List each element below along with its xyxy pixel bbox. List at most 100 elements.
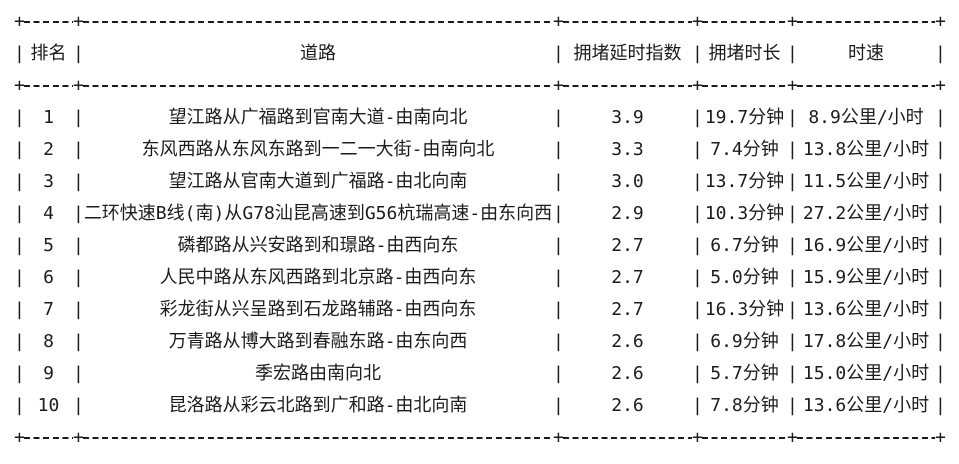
- duration-cell: 5.7分钟: [710, 363, 779, 384]
- pipe-separator: |: [787, 235, 798, 256]
- pipe-separator: |: [553, 171, 564, 192]
- delay-index-cell: 2.6: [611, 363, 644, 384]
- pipe-separator: |: [692, 43, 703, 64]
- dashed-rule: [24, 422, 73, 454]
- pipe-separator: |: [14, 299, 25, 320]
- pipe-separator: |: [14, 331, 25, 352]
- pipe-separator: |: [935, 43, 946, 64]
- delay-index-cell: 3.9: [611, 107, 644, 128]
- pipe-separator: |: [935, 235, 946, 256]
- pipe-separator: |: [73, 331, 84, 352]
- pipe-separator: |: [692, 203, 703, 224]
- pipe-separator: |: [73, 203, 84, 224]
- duration-cell: 16.3分钟: [704, 299, 785, 320]
- pipe-separator: |: [73, 43, 84, 64]
- pipe-separator: |: [787, 299, 798, 320]
- pipe-separator: |: [73, 171, 84, 192]
- table-row: | 1 | 望江路从广福路到官南大道-由南向北 | 3.9 | 19.7分钟 | 8.9公里/小时…: [14, 102, 946, 134]
- pipe-separator: |: [73, 107, 84, 128]
- header-rank: 排名: [30, 43, 67, 64]
- pipe-separator: |: [935, 395, 946, 416]
- speed-cell: 15.0公里/小时: [802, 363, 930, 384]
- table-row: | 4 | 二环快速B线(南)从G78汕昆高速到G56杭瑞高速-由东向西 | 2.9 | 10…: [14, 198, 946, 230]
- table-header-row: | 排名 | 道路 | 拥堵延时指数 | 拥堵时长 | 时速 |: [14, 38, 946, 70]
- pipe-separator: |: [14, 203, 25, 224]
- duration-cell: 6.9分钟: [710, 331, 779, 352]
- delay-index-cell: 2.7: [611, 235, 644, 256]
- speed-cell: 13.6公里/小时: [802, 395, 930, 416]
- rank-cell: 7: [43, 299, 54, 320]
- plus-joint: +: [14, 75, 25, 96]
- speed-cell: 17.8公里/小时: [802, 331, 930, 352]
- pipe-separator: |: [787, 107, 798, 128]
- dashed-rule: [24, 70, 73, 102]
- duration-cell: 5.0分钟: [710, 267, 779, 288]
- speed-cell: 13.8公里/小时: [802, 139, 930, 160]
- table-header-separator: + + + + + +: [14, 70, 946, 102]
- dashed-rule: [702, 422, 787, 454]
- plus-joint: +: [553, 427, 564, 448]
- road-cell: 望江路从广福路到官南大道-由南向北: [168, 107, 468, 128]
- delay-index-cell: 3.0: [611, 171, 644, 192]
- pipe-separator: |: [787, 43, 798, 64]
- pipe-separator: |: [73, 299, 84, 320]
- road-cell: 磷都路从兴安路到和璟路-由西向东: [177, 235, 459, 256]
- pipe-separator: |: [787, 395, 798, 416]
- road-cell: 万青路从博大路到春融东路-由东向西: [168, 331, 468, 352]
- pipe-separator: |: [935, 203, 946, 224]
- pipe-separator: |: [935, 299, 946, 320]
- pipe-separator: |: [787, 139, 798, 160]
- pipe-separator: |: [787, 267, 798, 288]
- speed-cell: 8.9公里/小时: [808, 107, 924, 128]
- duration-cell: 7.4分钟: [710, 139, 779, 160]
- pipe-separator: |: [553, 331, 564, 352]
- plus-joint: +: [73, 427, 84, 448]
- pipe-separator: |: [73, 267, 84, 288]
- table-row: | 8 | 万青路从博大路到春融东路-由东向西 | 2.6 | 6.9分钟 | 17.8公里/小时…: [14, 326, 946, 358]
- road-cell: 人民中路从东风西路到北京路-由西向东: [159, 267, 477, 288]
- plus-joint: +: [692, 427, 703, 448]
- plus-joint: +: [73, 11, 84, 32]
- rank-cell: 6: [43, 267, 54, 288]
- table-border-bottom: + + + + + +: [14, 422, 946, 454]
- dashed-rule: [563, 6, 692, 38]
- header-duration: 拥堵时长: [708, 43, 781, 64]
- speed-cell: 16.9公里/小时: [802, 235, 930, 256]
- dashed-rule: [83, 6, 553, 38]
- plus-joint: +: [553, 11, 564, 32]
- pipe-separator: |: [935, 171, 946, 192]
- speed-cell: 15.9公里/小时: [802, 267, 930, 288]
- duration-cell: 7.8分钟: [710, 395, 779, 416]
- dashed-rule: [24, 6, 73, 38]
- dashed-rule: [702, 6, 787, 38]
- plus-joint: +: [787, 75, 798, 96]
- pipe-separator: |: [692, 363, 703, 384]
- pipe-separator: |: [935, 139, 946, 160]
- pipe-separator: |: [787, 363, 798, 384]
- header-delay-index: 拥堵延时指数: [573, 43, 682, 64]
- speed-cell: 11.5公里/小时: [802, 171, 930, 192]
- delay-index-cell: 2.7: [611, 299, 644, 320]
- pipe-separator: |: [73, 363, 84, 384]
- duration-cell: 13.7分钟: [704, 171, 785, 192]
- delay-index-cell: 2.7: [611, 267, 644, 288]
- plus-joint: +: [935, 75, 946, 96]
- pipe-separator: |: [14, 363, 25, 384]
- delay-index-cell: 2.6: [611, 395, 644, 416]
- dashed-rule: [83, 70, 553, 102]
- header-speed: 时速: [848, 43, 884, 64]
- pipe-separator: |: [692, 171, 703, 192]
- table-row: | 6 | 人民中路从东风西路到北京路-由西向东 | 2.7 | 5.0分钟 | 15.9公里/小…: [14, 262, 946, 294]
- delay-index-cell: 2.6: [611, 331, 644, 352]
- dashed-rule: [797, 422, 935, 454]
- pipe-separator: |: [787, 171, 798, 192]
- rank-cell: 9: [43, 363, 54, 384]
- pipe-separator: |: [73, 235, 84, 256]
- dashed-rule: [797, 70, 935, 102]
- rank-cell: 8: [43, 331, 54, 352]
- table-row: | 3 | 望江路从官南大道到广福路-由北向南 | 3.0 | 13.7分钟 | 11.5公里/小…: [14, 166, 946, 198]
- rank-cell: 10: [37, 395, 60, 416]
- pipe-separator: |: [553, 235, 564, 256]
- table-border-top: + + + + + +: [14, 6, 946, 38]
- plus-joint: +: [787, 427, 798, 448]
